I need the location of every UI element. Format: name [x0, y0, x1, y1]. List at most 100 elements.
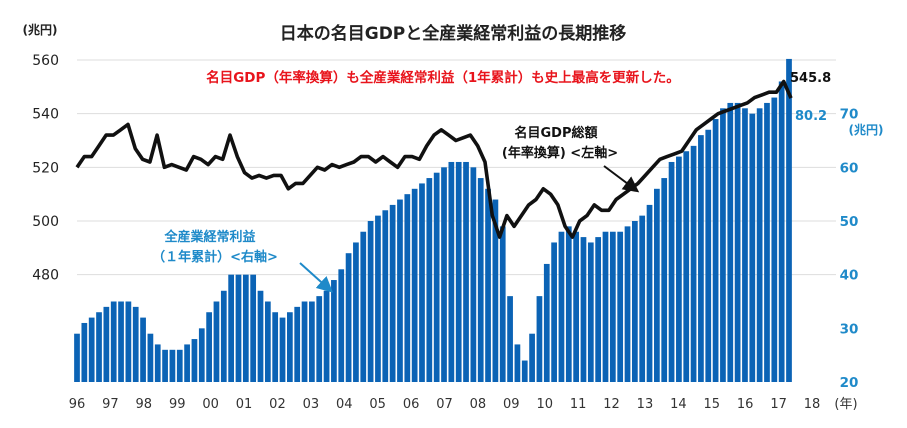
profit-bar [250, 274, 257, 382]
x-axis-tick-label: 96 [69, 397, 86, 412]
x-axis-tick-label: 05 [369, 397, 386, 412]
x-axis-tick-label: 14 [670, 397, 687, 412]
profit-bar [264, 301, 271, 382]
profit-bar [118, 301, 124, 382]
profit-bar [661, 178, 668, 382]
profit-bar [705, 129, 712, 382]
profit-bar [397, 199, 403, 382]
right-axis-tick-label: 40 [840, 268, 859, 284]
profit-bar [345, 253, 352, 382]
profit-bar [191, 339, 198, 382]
x-axis-ticks: 96 97 98 99 00 01 02 03 04 05 06 07 08 09 10 11 12 13 14 15… [69, 397, 821, 412]
left-axis-unit: (兆円) [23, 22, 58, 37]
x-axis-tick-label: 07 [436, 397, 453, 412]
x-axis-tick-label: 99 [169, 397, 186, 412]
profit-bar [654, 188, 660, 382]
profit-bar [110, 301, 117, 382]
profit-bars [74, 58, 792, 383]
profit-bar [441, 167, 447, 382]
profit-bar [228, 274, 235, 382]
gdp-end-label: 545.8 [790, 71, 831, 86]
profit-bar [507, 296, 513, 382]
profit-bar [595, 237, 602, 382]
profit-bar [433, 172, 440, 382]
left-axis-tick-label: 500 [32, 214, 59, 230]
profit-bar [96, 312, 102, 382]
profit-bar [477, 178, 484, 382]
profit-bar [162, 349, 168, 382]
profit-bar [617, 231, 624, 382]
gdp-annotation-line1: 名目GDP総額 [515, 125, 598, 141]
profit-bar [734, 102, 741, 382]
profit-bar [360, 231, 367, 382]
profit-bar [543, 263, 550, 382]
profit-bar [272, 312, 279, 382]
profit-annotation-line1: 全産業経常利益 [163, 229, 255, 245]
profit-bar [154, 344, 161, 382]
right-axis-unit: (兆円) [849, 122, 884, 137]
profit-bar [499, 226, 506, 382]
profit-bar [404, 194, 411, 382]
profit-bar [492, 199, 499, 382]
profit-bar [698, 135, 704, 382]
gdp-line [75, 79, 793, 239]
profit-bar [198, 328, 205, 382]
profit-bar [742, 108, 748, 383]
profit-bar [624, 226, 631, 382]
profit-bar [587, 242, 594, 382]
profit-bar [756, 108, 763, 383]
profit-bar [147, 333, 154, 382]
x-axis-tick-label: 97 [102, 397, 119, 412]
profit-bar [536, 296, 543, 382]
x-axis-unit: (年) [834, 397, 857, 412]
profit-bar [411, 188, 418, 382]
profit-bar [771, 97, 778, 383]
profit-bar [279, 317, 286, 382]
x-axis-tick-label: 11 [570, 397, 587, 412]
x-axis-tick-label: 08 [470, 397, 487, 412]
x-axis-tick-label: 98 [136, 397, 153, 412]
profit-annotation-arrow [299, 262, 333, 293]
profit-bar [367, 221, 374, 382]
profit-bar [375, 215, 381, 382]
profit-bar [125, 301, 132, 382]
profit-bar [220, 290, 227, 382]
profit-bar [382, 210, 389, 382]
profit-bar [602, 231, 609, 382]
right-axis-tick-label: 70 [840, 107, 859, 123]
profit-bar [242, 274, 249, 382]
x-axis-tick-label: 06 [403, 397, 420, 412]
profit-bar [485, 188, 491, 382]
left-axis-tick-label: 540 [32, 107, 59, 123]
profit-bar [81, 322, 88, 382]
left-axis-ticks: 480 500 520 540 560 [32, 53, 59, 284]
gdp-annotation-line2: (年率換算) <左軸> [502, 145, 618, 161]
profit-bar [720, 108, 726, 383]
x-axis-tick-label: 03 [303, 397, 320, 412]
profit-bar [631, 221, 638, 382]
gdp-line-group [75, 79, 793, 239]
x-axis-tick-label: 02 [269, 397, 286, 412]
profit-bar [169, 349, 176, 382]
x-axis-tick-label: 13 [637, 397, 654, 412]
profit-bar [565, 226, 572, 382]
profit-bar [639, 215, 646, 382]
profit-bar [419, 183, 425, 382]
profit-bar [558, 231, 565, 382]
profit-bar [470, 167, 477, 382]
left-axis-tick-label: 480 [32, 268, 59, 284]
profit-bar [514, 344, 521, 382]
profit-bar [301, 301, 308, 382]
profit-bar [235, 274, 242, 382]
profit-bar [103, 306, 110, 382]
profit-bar [609, 231, 616, 382]
profit-bar [132, 306, 139, 382]
profit-bar [316, 296, 323, 382]
profit-bar [323, 290, 330, 382]
profit-bar [176, 349, 183, 382]
right-axis-tick-label: 20 [840, 375, 859, 391]
profit-end-label: 80.2 [795, 109, 827, 124]
profit-bar [690, 145, 697, 382]
profit-bar [140, 317, 146, 382]
profit-bar [353, 242, 359, 382]
